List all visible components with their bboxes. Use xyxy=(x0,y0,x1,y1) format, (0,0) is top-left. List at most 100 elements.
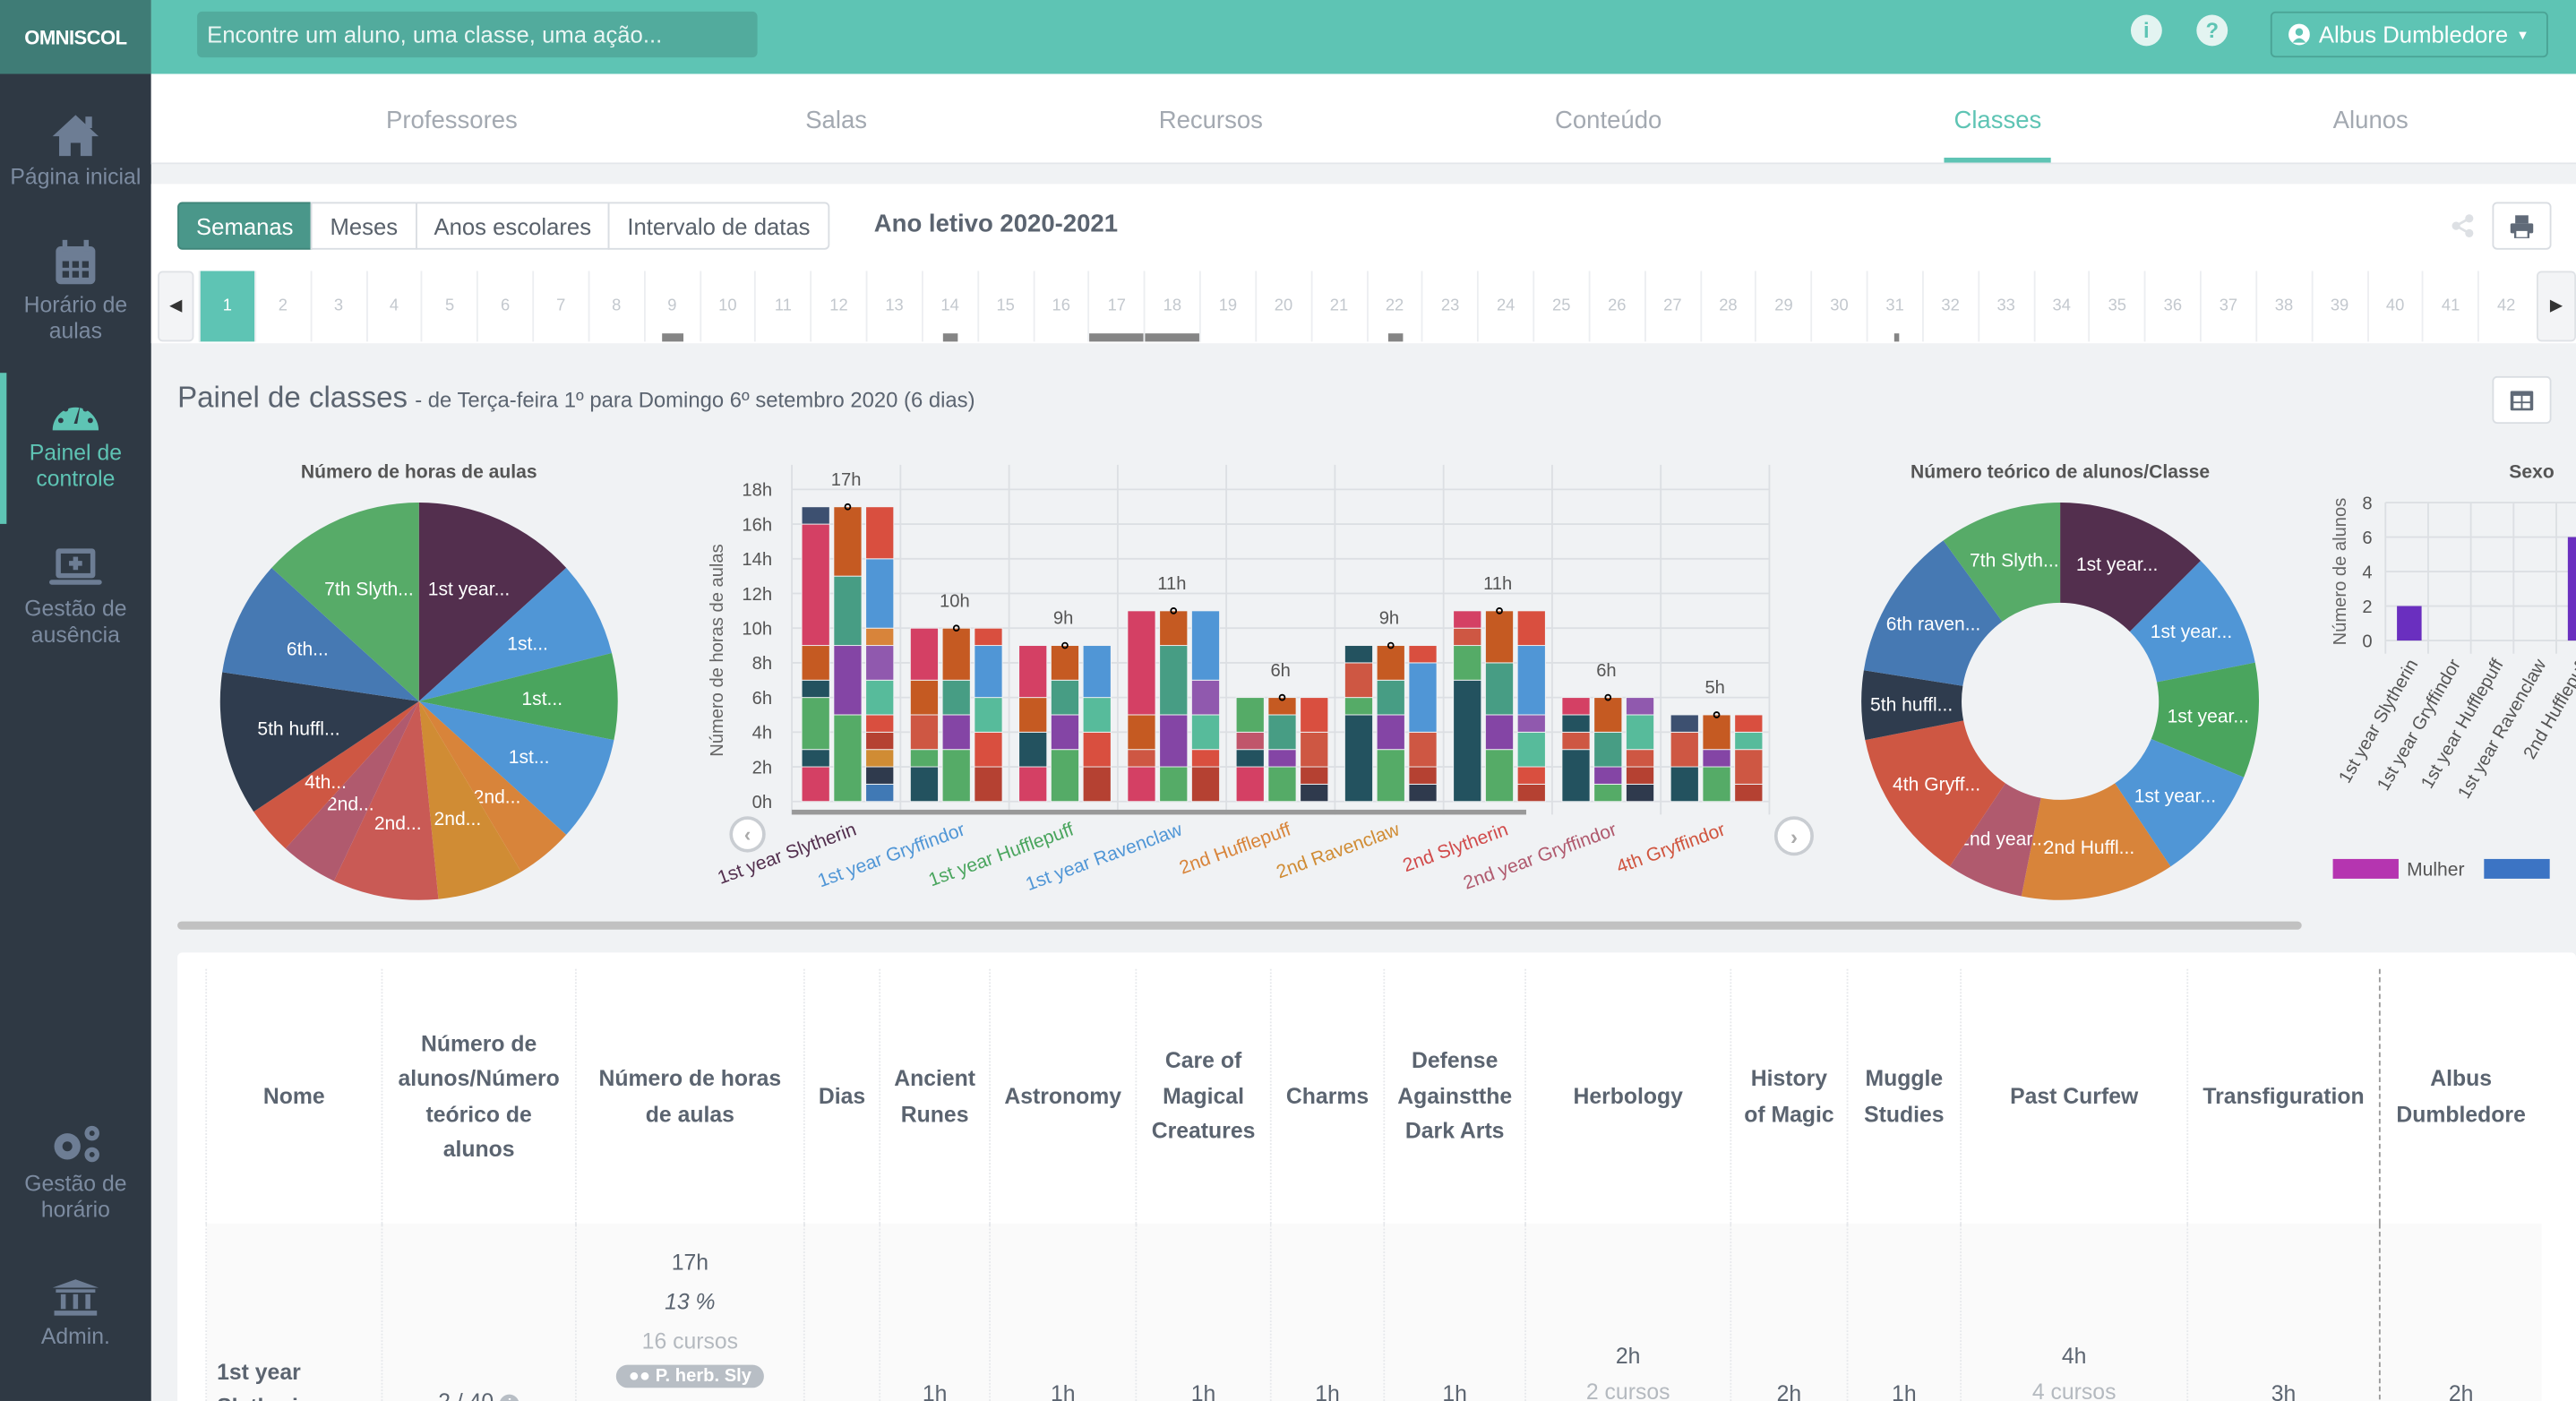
bar-segment xyxy=(1702,714,1731,751)
col-header-transfiguration[interactable]: Transfiguration xyxy=(2186,968,2380,1224)
sidebar-item-absence[interactable]: Gestão de ausência xyxy=(0,547,151,649)
week-34[interactable]: 34 xyxy=(2032,271,2089,342)
share-icon[interactable] xyxy=(2451,213,2475,238)
tab-classes[interactable]: Classes xyxy=(1944,74,2053,163)
chart-scroll-right-button[interactable]: › xyxy=(1773,816,1814,856)
weeks-prev-button[interactable]: ◀ xyxy=(158,271,194,342)
week-3[interactable]: 3 xyxy=(310,271,366,342)
col-header-care-of-magical-creatures[interactable]: Care of Magical Creatures xyxy=(1135,968,1271,1224)
tab-conteudo[interactable]: Conteúdo xyxy=(1555,107,1662,135)
week-7[interactable]: 7 xyxy=(532,271,588,342)
week-27[interactable]: 27 xyxy=(1644,271,1700,342)
col-header-albus-dumbledore[interactable]: Albus Dumbledore xyxy=(2378,968,2542,1224)
week-29[interactable]: 29 xyxy=(1755,271,1811,342)
col-header-history-of-magic[interactable]: History of Magic xyxy=(1730,968,1848,1224)
table-row[interactable]: 1st year Slytherin 2 / 40 i 17h 13 % 16 … xyxy=(205,1223,2542,1401)
cell-name[interactable]: 1st year Slytherin xyxy=(205,1223,382,1401)
week-42[interactable]: 42 xyxy=(2477,271,2534,342)
col-header-students[interactable]: Número de alunos/Número teórico de aluno… xyxy=(381,968,576,1224)
week-33[interactable]: 33 xyxy=(1977,271,2033,342)
week-17[interactable]: 17 xyxy=(1087,271,1146,342)
col-header-past-curfew[interactable]: Past Curfew xyxy=(1960,968,2188,1224)
sidebar-item-admin[interactable]: Admin. xyxy=(0,1277,151,1350)
bar-segment xyxy=(1127,766,1156,803)
period-date-range-button[interactable]: Intervalo de datas xyxy=(607,202,830,250)
tab-recursos[interactable]: Recursos xyxy=(1158,107,1263,135)
week-1[interactable]: 1 xyxy=(198,271,254,342)
week-39[interactable]: 39 xyxy=(2311,271,2367,342)
user-menu-button[interactable]: Albus Dumbledore ▼ xyxy=(2270,11,2548,58)
week-9[interactable]: 9 xyxy=(643,271,700,342)
period-school-years-button[interactable]: Anos escolares xyxy=(416,202,610,250)
gears-icon xyxy=(54,1125,99,1163)
bar-segment xyxy=(909,714,939,751)
period-months-button[interactable]: Meses xyxy=(310,202,417,250)
week-25[interactable]: 25 xyxy=(1533,271,1589,342)
week-37[interactable]: 37 xyxy=(2199,271,2256,342)
week-41[interactable]: 41 xyxy=(2422,271,2478,342)
week-22[interactable]: 22 xyxy=(1366,271,1422,342)
week-14[interactable]: 14 xyxy=(921,271,977,342)
sidebar-item-dashboard[interactable]: Painel de controle xyxy=(0,394,151,493)
week-15[interactable]: 15 xyxy=(976,271,1033,342)
week-12[interactable]: 12 xyxy=(810,271,866,342)
help-icon[interactable]: ? xyxy=(2196,14,2228,47)
col-header-muggle-studies[interactable]: Muggle Studies xyxy=(1846,968,1962,1224)
week-24[interactable]: 24 xyxy=(1477,271,1533,342)
week-30[interactable]: 30 xyxy=(1810,271,1867,342)
search-input[interactable] xyxy=(197,11,758,58)
charts-horizontal-scrollbar[interactable] xyxy=(177,921,2302,930)
col-header-ancient-runes[interactable]: Ancient Runes xyxy=(879,968,991,1224)
week-31[interactable]: 31 xyxy=(1866,271,1922,342)
bar-segment xyxy=(909,627,939,681)
week-40[interactable]: 40 xyxy=(2366,271,2423,342)
print-button[interactable] xyxy=(2492,202,2552,250)
week-10[interactable]: 10 xyxy=(699,271,755,342)
col-header-defense[interactable]: Defense Againstthe Dark Arts xyxy=(1383,968,1526,1224)
group-badge[interactable]: ●● P. herb. Sly xyxy=(615,1364,765,1388)
col-header-astronomy[interactable]: Astronomy xyxy=(989,968,1137,1224)
week-38[interactable]: 38 xyxy=(2255,271,2312,342)
sidebar-item-home[interactable]: Página inicial xyxy=(0,112,151,191)
logo[interactable]: OMNISCOL xyxy=(0,0,151,74)
info-icon[interactable]: i xyxy=(2130,14,2162,47)
week-18[interactable]: 18 xyxy=(1143,271,1201,342)
sidebar xyxy=(0,0,151,1401)
week-8[interactable]: 8 xyxy=(588,271,644,342)
weeks-next-button[interactable]: ▶ xyxy=(2537,271,2576,342)
bar-segment xyxy=(1300,731,1329,768)
tab-professores[interactable]: Professores xyxy=(385,107,518,135)
col-header-herbology[interactable]: Herbology xyxy=(1524,968,1731,1224)
tab-salas[interactable]: Salas xyxy=(805,107,868,135)
table-view-button[interactable] xyxy=(2492,375,2552,425)
bar-segment xyxy=(1300,783,1329,803)
chart-scroll-left-button[interactable]: ‹ xyxy=(729,816,766,853)
week-2[interactable]: 2 xyxy=(253,271,311,342)
period-weeks-button[interactable]: Semanas xyxy=(177,202,313,250)
week-5[interactable]: 5 xyxy=(421,271,477,342)
week-16[interactable]: 16 xyxy=(1032,271,1088,342)
week-13[interactable]: 13 xyxy=(865,271,922,342)
week-19[interactable]: 19 xyxy=(1198,271,1256,342)
col-header-days[interactable]: Dias xyxy=(803,968,880,1224)
col-header-hours[interactable]: Número de horas de aulas xyxy=(574,968,804,1224)
sidebar-item-schedule-management[interactable]: Gestão de horário xyxy=(0,1122,151,1224)
col-header-name[interactable]: Nome xyxy=(205,968,382,1224)
week-32[interactable]: 32 xyxy=(1921,271,1978,342)
week-4[interactable]: 4 xyxy=(365,271,422,342)
week-23[interactable]: 23 xyxy=(1421,271,1478,342)
past-curfew-courses: 4 cursos xyxy=(2031,1380,2117,1401)
week-6[interactable]: 6 xyxy=(477,271,533,342)
bar-segment xyxy=(1453,610,1482,629)
week-20[interactable]: 20 xyxy=(1255,271,1311,342)
week-26[interactable]: 26 xyxy=(1588,271,1644,342)
week-21[interactable]: 21 xyxy=(1310,271,1367,342)
tab-alunos[interactable]: Alunos xyxy=(2332,107,2409,135)
info-icon[interactable]: i xyxy=(500,1394,520,1401)
sidebar-item-schedule[interactable]: Horário de aulas xyxy=(0,239,151,345)
week-35[interactable]: 35 xyxy=(2088,271,2144,342)
week-36[interactable]: 36 xyxy=(2143,271,2200,342)
week-28[interactable]: 28 xyxy=(1699,271,1756,342)
col-header-charms[interactable]: Charms xyxy=(1269,968,1385,1224)
week-11[interactable]: 11 xyxy=(754,271,811,342)
